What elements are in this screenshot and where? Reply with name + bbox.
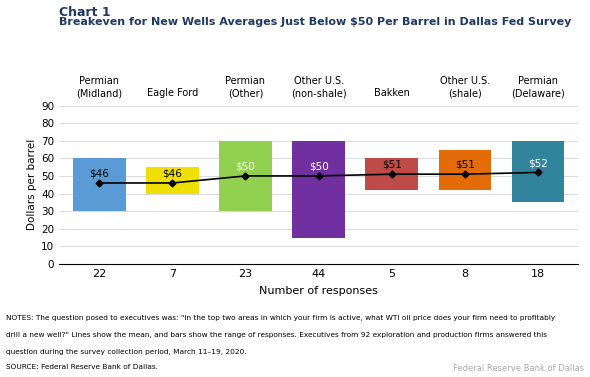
X-axis label: Number of responses: Number of responses — [259, 286, 378, 296]
Text: $52: $52 — [528, 158, 548, 168]
Text: Breakeven for New Wells Averages Just Below $50 Per Barrel in Dallas Fed Survey: Breakeven for New Wells Averages Just Be… — [59, 17, 571, 27]
Text: $51: $51 — [382, 160, 402, 170]
Text: Permian
(Delaware): Permian (Delaware) — [511, 76, 565, 98]
Text: Bakken: Bakken — [374, 88, 409, 98]
Text: $50: $50 — [309, 161, 329, 172]
Bar — [219, 141, 272, 211]
Text: $46: $46 — [89, 169, 109, 179]
Text: SOURCE: Federal Reserve Bank of Dallas.: SOURCE: Federal Reserve Bank of Dallas. — [6, 364, 158, 370]
Bar — [73, 158, 126, 211]
Text: question during the survey collection period, March 11–19, 2020.: question during the survey collection pe… — [6, 349, 247, 355]
Text: Permian
(Other): Permian (Other) — [225, 76, 266, 98]
Text: $46: $46 — [162, 169, 182, 179]
Text: Chart 1: Chart 1 — [59, 6, 111, 18]
Text: Eagle Ford: Eagle Ford — [147, 88, 198, 98]
Text: Other U.S.
(shale): Other U.S. (shale) — [440, 76, 490, 98]
Text: Federal Reserve Bank of Dallas: Federal Reserve Bank of Dallas — [453, 364, 584, 373]
Bar — [365, 158, 418, 190]
Y-axis label: Dollars per barrel: Dollars per barrel — [27, 139, 37, 230]
Bar — [292, 141, 345, 238]
Text: Other U.S.
(non-shale): Other U.S. (non-shale) — [291, 76, 346, 98]
Bar — [146, 167, 199, 193]
Bar — [512, 141, 564, 202]
Text: $51: $51 — [455, 160, 475, 170]
Text: Permian
(Midland): Permian (Midland) — [76, 76, 122, 98]
Bar — [438, 150, 491, 190]
Text: drill a new well?" Lines show the mean, and bars show the range of responses. Ex: drill a new well?" Lines show the mean, … — [6, 332, 547, 338]
Text: $50: $50 — [235, 161, 255, 172]
Text: NOTES: The question posed to executives was: "In the top two areas in which your: NOTES: The question posed to executives … — [6, 315, 555, 321]
